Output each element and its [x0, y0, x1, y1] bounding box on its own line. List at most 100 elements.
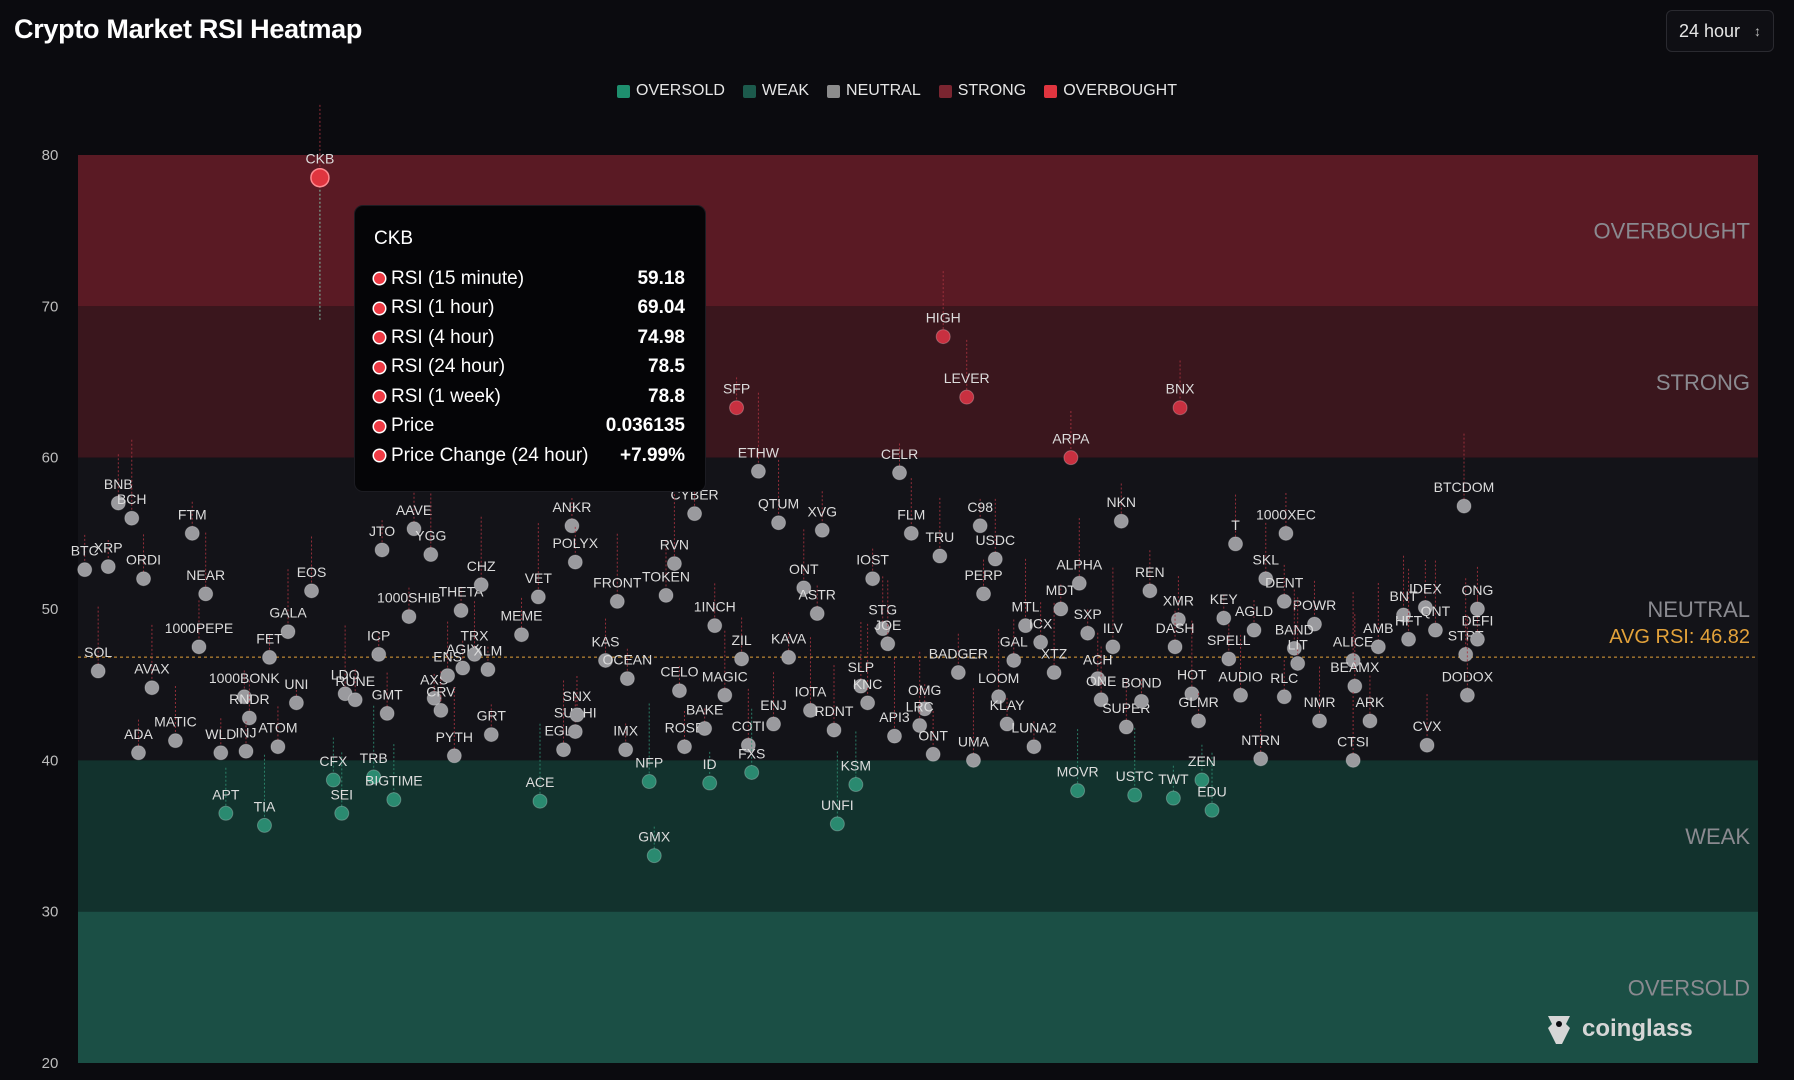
coin-point-pyth	[446, 748, 462, 764]
coin-point-aave	[406, 521, 422, 537]
coin-point-movr	[1070, 783, 1086, 799]
coin-point-xlm	[480, 662, 496, 678]
tooltip-row-label-text: RSI (24 hour)	[391, 356, 506, 378]
coin-point-stpt	[1458, 646, 1474, 662]
coin-point-lit	[1290, 655, 1306, 671]
coin-point-zil	[734, 651, 750, 667]
coin-point-unfi	[829, 816, 845, 832]
coin-label-beamx: BEAMX	[1330, 659, 1380, 675]
tooltip-title: CKB	[374, 228, 414, 249]
coin-point-iost	[865, 571, 881, 587]
y-tick-label: 50	[42, 601, 59, 618]
coin-point-ont	[796, 580, 812, 596]
tooltip-row: Price 0.036135	[374, 412, 685, 442]
coin-label-lit: LIT	[1288, 636, 1309, 652]
coin-point-qnt	[1427, 622, 1443, 638]
coin-label-ustc: USTC	[1116, 768, 1154, 784]
coin-point-btcdom	[1456, 498, 1472, 514]
tooltip-row: RSI (15 minute) 59.18	[374, 264, 685, 294]
coin-label-iost: IOST	[856, 552, 889, 568]
coin-point-kas	[598, 652, 614, 668]
coin-label-ethw: ETHW	[738, 444, 780, 460]
y-tick-label: 80	[42, 147, 59, 164]
coin-point-api3	[886, 728, 902, 744]
coin-point-sol	[90, 663, 106, 679]
coin-label-atom: ATOM	[258, 720, 297, 736]
coin-label-nkn: NKN	[1106, 494, 1136, 510]
coin-label-ach: ACH	[1083, 652, 1113, 668]
coin-point-iota	[802, 702, 818, 718]
coin-label-alice: ALICE	[1333, 633, 1373, 649]
coin-label-ctsi: CTSI	[1337, 733, 1369, 749]
coin-point-ont2	[925, 746, 941, 762]
coin-point-defi	[1469, 631, 1485, 647]
coin-label-xmr: XMR	[1163, 593, 1194, 609]
chevron-up-down-icon: ↕	[1754, 23, 1761, 39]
coin-point-band	[1286, 640, 1302, 656]
coin-label-chz: CHZ	[467, 558, 496, 574]
legend-swatch	[938, 84, 952, 98]
coin-label-joe: JOE	[874, 617, 901, 633]
coin-label-ankr: ANKR	[552, 499, 591, 515]
coin-point-icx	[1033, 634, 1049, 650]
coin-point-wld	[213, 745, 229, 761]
coin-point-ftm	[184, 525, 200, 541]
legend-item-strong[interactable]: STRONG	[938, 82, 1026, 100]
coin-point-perp	[976, 586, 992, 602]
coin-label-qtum: QTUM	[758, 496, 799, 512]
coin-label-ntrn: NTRN	[1241, 732, 1280, 748]
coin-point-trx	[466, 646, 482, 662]
coin-label-knc: KNC	[853, 676, 883, 692]
coin-label-spell: SPELL	[1207, 632, 1251, 648]
coin-label-bnt: BNT	[1390, 588, 1418, 604]
coin-label-tru: TRU	[925, 529, 954, 545]
coin-label-c98: C98	[967, 499, 993, 515]
zone-label-weak: WEAK	[1685, 824, 1750, 849]
coin-point-egld	[556, 742, 572, 758]
coin-label-rune: RUNE	[335, 673, 375, 689]
coin-point-rdnt	[826, 722, 842, 738]
period-select[interactable]: 24 hour ↕	[1666, 10, 1774, 52]
coin-point-zen	[1194, 772, 1210, 788]
coin-label-imx: IMX	[613, 723, 639, 739]
coin-point-dodox	[1459, 687, 1475, 703]
coin-point-gmx	[646, 848, 662, 864]
coin-label-badger: BADGER	[929, 646, 988, 662]
coin-point-xtz	[1046, 665, 1062, 681]
coin-point-omg	[917, 701, 933, 717]
coin-point-agld	[1246, 622, 1262, 638]
coin-label-ftm: FTM	[178, 506, 207, 522]
coin-label-mtl: MTL	[1012, 599, 1040, 615]
coin-label-usdc: USDC	[975, 532, 1015, 548]
coin-point-front	[609, 593, 625, 609]
coin-label-luna2: LUNA2	[1011, 720, 1056, 736]
coin-label-meme: MEME	[501, 608, 543, 624]
coin-point-spell	[1221, 651, 1237, 667]
legend-item-oversold[interactable]: OVERSOLD	[617, 82, 725, 100]
legend-item-weak[interactable]: WEAK	[742, 82, 809, 100]
coin-point-ilv	[1105, 639, 1121, 655]
coin-label-tia: TIA	[254, 798, 276, 814]
coin-point-bond	[1133, 693, 1149, 709]
coin-label-coti: COTI	[732, 718, 765, 734]
coin-label-rndr: RNDR	[229, 691, 269, 707]
coin-label-idex: IDEX	[1409, 580, 1442, 596]
coin-label-aave: AAVE	[396, 502, 432, 518]
coin-label-dent: DENT	[1265, 574, 1304, 590]
coin-label-trx: TRX	[460, 627, 489, 643]
coin-label-snx: SNX	[563, 688, 592, 704]
coin-label-ordi: ORDI	[126, 552, 161, 568]
coin-label-rdnt: RDNT	[815, 703, 854, 719]
legend-item-neutral[interactable]: NEUTRAL	[827, 82, 921, 100]
coin-point-ace	[532, 793, 548, 809]
coin-label-alpha: ALPHA	[1056, 556, 1103, 572]
tooltip-row-value: 0.036135	[605, 415, 685, 437]
coin-point-gmt	[379, 705, 395, 721]
tooltip-dot-icon	[374, 273, 385, 285]
legend-item-overbought[interactable]: OVERBOUGHT	[1044, 82, 1177, 100]
coin-label-btc: BTC	[71, 543, 99, 559]
coin-label-ckb: CKB	[306, 151, 335, 167]
coin-point-jto	[374, 542, 390, 558]
coin-point-uma	[965, 752, 981, 768]
coin-point-inj	[238, 743, 254, 759]
